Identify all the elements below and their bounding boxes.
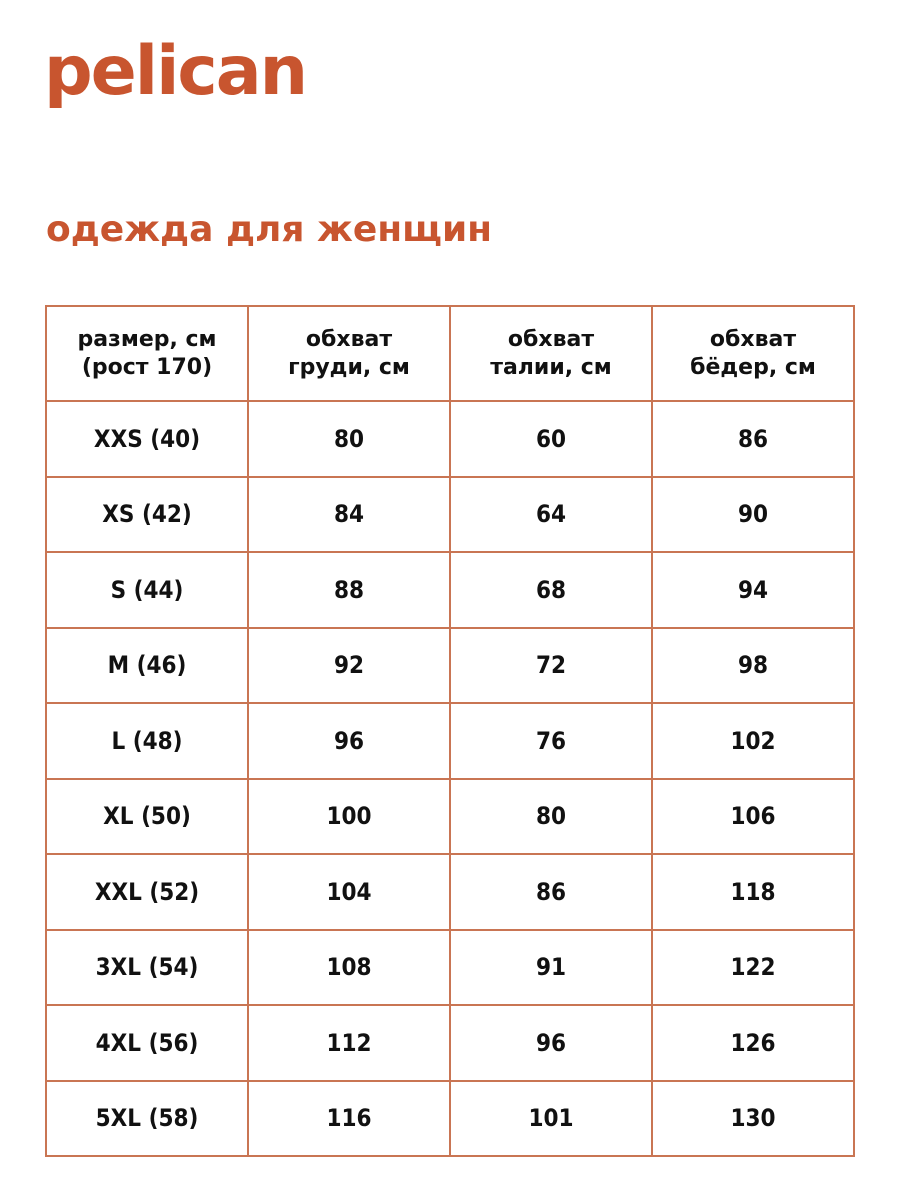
- table-row: L (48) 96 76 102: [45, 702, 855, 780]
- table-row: XXS (40) 80 60 86: [45, 400, 855, 478]
- header-waist: обхват талии, см: [449, 305, 653, 402]
- chest-cell: 96: [247, 702, 451, 780]
- waist-cell: 60: [449, 400, 653, 478]
- hips-cell: 106: [651, 777, 855, 855]
- table-row: 4XL (56) 112 96 126: [45, 1004, 855, 1082]
- header-line: груди, см: [288, 354, 410, 380]
- chest-cell: 80: [247, 400, 451, 478]
- hips-cell: 102: [651, 702, 855, 780]
- chest-cell: 100: [247, 777, 451, 855]
- table-header-row: размер, см (рост 170) обхват груди, см обхва…: [45, 305, 855, 402]
- table-row: S (44) 88 68 94: [45, 551, 855, 629]
- pelican-logo: pelican: [44, 32, 308, 111]
- header-hips: обхват бёдер, см: [651, 305, 855, 402]
- chest-cell: 84: [247, 475, 451, 553]
- size-cell: M (46): [45, 626, 249, 704]
- hips-cell: 118: [651, 853, 855, 931]
- hips-cell: 90: [651, 475, 855, 553]
- header-line: талии, см: [490, 354, 612, 380]
- size-cell: XXS (40): [45, 400, 249, 478]
- table-row: M (46) 92 72 98: [45, 626, 855, 704]
- chest-cell: 104: [247, 853, 451, 931]
- waist-cell: 101: [449, 1079, 653, 1157]
- chest-cell: 116: [247, 1079, 451, 1157]
- size-cell: 4XL (56): [45, 1004, 249, 1082]
- header-line: обхват: [305, 326, 393, 352]
- size-chart-table: размер, см (рост 170) обхват груди, см обхва…: [45, 305, 855, 1157]
- header-line: обхват: [507, 326, 595, 352]
- header-size: размер, см (рост 170): [45, 305, 249, 402]
- size-cell: XS (42): [45, 475, 249, 553]
- table-row: XXL (52) 104 86 118: [45, 853, 855, 931]
- chest-cell: 92: [247, 626, 451, 704]
- header-line: размер, см: [77, 326, 217, 352]
- size-cell: L (48): [45, 702, 249, 780]
- waist-cell: 86: [449, 853, 653, 931]
- chest-cell: 88: [247, 551, 451, 629]
- header-chest: обхват груди, см: [247, 305, 451, 402]
- table-row: 5XL (58) 116 101 130: [45, 1079, 855, 1157]
- waist-cell: 64: [449, 475, 653, 553]
- size-cell: XL (50): [45, 777, 249, 855]
- table-row: 3XL (54) 108 91 122: [45, 928, 855, 1006]
- waist-cell: 80: [449, 777, 653, 855]
- waist-cell: 96: [449, 1004, 653, 1082]
- hips-cell: 122: [651, 928, 855, 1006]
- page-title: одежда для женщин: [46, 209, 493, 250]
- chest-cell: 108: [247, 928, 451, 1006]
- hips-cell: 98: [651, 626, 855, 704]
- header-line: бёдер, см: [690, 354, 816, 380]
- hips-cell: 94: [651, 551, 855, 629]
- waist-cell: 76: [449, 702, 653, 780]
- hips-cell: 130: [651, 1079, 855, 1157]
- hips-cell: 126: [651, 1004, 855, 1082]
- size-cell: 3XL (54): [45, 928, 249, 1006]
- waist-cell: 68: [449, 551, 653, 629]
- size-cell: S (44): [45, 551, 249, 629]
- hips-cell: 86: [651, 400, 855, 478]
- waist-cell: 91: [449, 928, 653, 1006]
- size-cell: XXL (52): [45, 853, 249, 931]
- header-line: обхват: [709, 326, 797, 352]
- waist-cell: 72: [449, 626, 653, 704]
- table-row: XS (42) 84 64 90: [45, 475, 855, 553]
- header-line: (рост 170): [81, 354, 213, 380]
- size-cell: 5XL (58): [45, 1079, 249, 1157]
- chest-cell: 112: [247, 1004, 451, 1082]
- table-row: XL (50) 100 80 106: [45, 777, 855, 855]
